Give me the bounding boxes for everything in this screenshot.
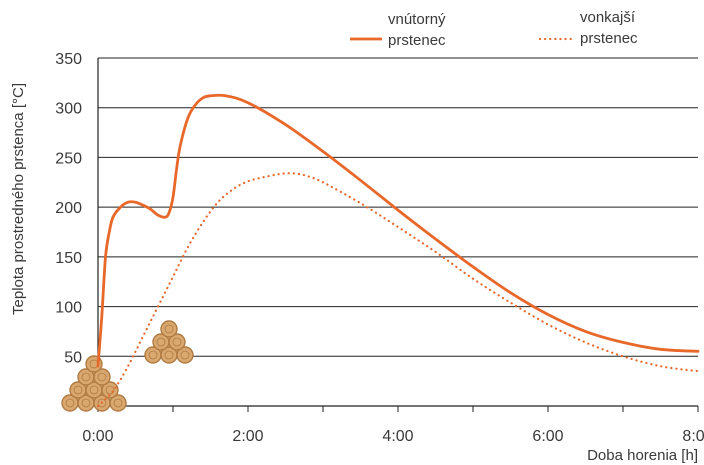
log-ring: [73, 385, 83, 395]
log-end: [109, 394, 127, 412]
legend-label-inner-line1: vnútorný: [388, 11, 446, 28]
tick-labels: 50 100 150 200 250 300 350 0:00 2:00 4:00 6:00 8:00: [55, 51, 704, 445]
log-ring: [105, 385, 115, 395]
x-tick-label: 8:00: [682, 428, 704, 445]
legend-label-outer-line2: prstenec: [580, 30, 638, 47]
log-ring: [81, 372, 91, 382]
series-lines: [96, 93, 700, 408]
x-tick-label: 2:00: [232, 428, 263, 445]
grid-lines: [98, 57, 698, 357]
y-axis-title: Teplota prostredného prstenca [°C]: [10, 83, 27, 315]
log-ring: [164, 350, 174, 360]
log-ring: [65, 398, 75, 408]
log-ring: [113, 398, 123, 408]
log-end: [101, 381, 119, 399]
log-end: [93, 368, 111, 386]
legend-item-inner: vnútorný prstenec: [350, 11, 446, 49]
log-ring: [172, 337, 182, 347]
legend: vnútorný prstenec vonkajší prstenec: [350, 9, 638, 49]
x-tick-label: 4:00: [382, 428, 413, 445]
log-end: [168, 333, 186, 351]
x-tick-label: 6:00: [532, 428, 563, 445]
axes: [97, 58, 699, 412]
legend-label-inner-line2: prstenec: [388, 32, 446, 49]
y-tick-label: 100: [55, 300, 82, 317]
y-tick-label: 200: [55, 200, 82, 217]
x-axis-title: Doba horenia [h]: [587, 447, 698, 464]
y-tick-label: 300: [55, 101, 82, 118]
log-ring: [164, 324, 174, 334]
y-tick-label: 250: [55, 150, 82, 167]
log-end: [176, 346, 194, 364]
series-line-inner: [96, 93, 700, 368]
log-ring: [156, 337, 166, 347]
y-tick-label: 150: [55, 250, 82, 267]
log-ring: [81, 398, 91, 408]
firewood-illustrations: [61, 320, 194, 412]
log-ring: [180, 350, 190, 360]
log-ring: [97, 398, 107, 408]
log-ring: [89, 385, 99, 395]
log-ring: [97, 372, 107, 382]
x-tick-label: 0:00: [82, 428, 113, 445]
series-line-outer: [96, 172, 700, 408]
legend-label-outer-line1: vonkajší: [580, 9, 636, 26]
legend-item-outer: vonkajší prstenec: [538, 9, 638, 47]
log-ring: [148, 350, 158, 360]
y-tick-label: 50: [64, 349, 82, 366]
y-tick-label: 350: [55, 51, 82, 68]
log-end: [160, 320, 178, 338]
